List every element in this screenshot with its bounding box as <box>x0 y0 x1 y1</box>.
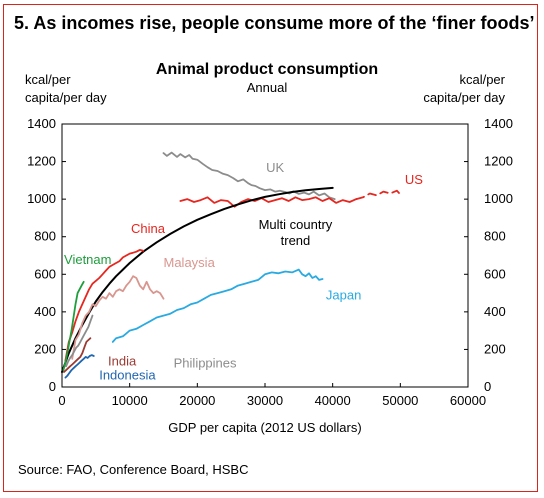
y-tick-label-right: 1000 <box>484 191 513 206</box>
y-axis-left: 0 200 400 600 800 1000 1200 1400 <box>27 116 66 394</box>
series-label-japan: Japan <box>326 288 361 303</box>
y-tick-label-left: 200 <box>34 341 56 356</box>
series-line-japan <box>111 268 324 343</box>
series-label-multi-country-trend: Multi country <box>259 217 333 232</box>
y-tick-label-left: 400 <box>34 304 56 319</box>
x-tick-label: 40000 <box>315 393 351 408</box>
y-tick-label-left: 0 <box>49 379 56 394</box>
x-tick-label: 60000 <box>450 393 486 408</box>
x-tick-label: 20000 <box>179 393 215 408</box>
series-line-indonesia <box>64 354 95 379</box>
series-label-china: China <box>131 221 166 236</box>
y-tick-label-left: 1200 <box>27 154 56 169</box>
y-axis-right: 0 200 400 600 800 1000 1200 1400 <box>464 116 513 394</box>
y-tick-label-left: 800 <box>34 229 56 244</box>
series-label-us: US <box>405 172 423 187</box>
y-axis-label-left-line2: capita/per day <box>25 90 107 105</box>
chart-title: Animal product consumption <box>156 61 378 78</box>
series-layer <box>61 151 402 379</box>
x-axis: 0 10000 20000 30000 40000 50000 60000 <box>58 383 486 408</box>
y-axis-label-left-line1: kcal/per <box>25 72 71 87</box>
series-line-malaysia <box>71 275 165 360</box>
series-label-uk: UK <box>266 160 284 175</box>
y-tick-label-left: 1400 <box>27 116 56 131</box>
chart-subtitle: Annual <box>247 80 288 95</box>
source-note: Source: FAO, Conference Board, HSBC <box>18 462 249 477</box>
series-label-philippines: Philippines <box>174 355 237 370</box>
figure-title: 5. As incomes rise, people consume more … <box>14 13 535 33</box>
y-tick-label-right: 0 <box>484 379 491 394</box>
series-line-india <box>63 337 92 373</box>
y-tick-label-right: 1200 <box>484 154 513 169</box>
series-label-india: India <box>108 353 137 368</box>
series-line-china <box>64 249 145 362</box>
x-axis-label: GDP per capita (2012 US dollars) <box>168 420 361 435</box>
series-label-multi-country-trend: trend <box>281 233 311 248</box>
x-tick-label: 10000 <box>112 393 148 408</box>
series-line-vietnam <box>62 280 85 371</box>
series-line-us-recent <box>355 189 402 200</box>
x-tick-label: 30000 <box>247 393 283 408</box>
x-tick-label: 50000 <box>382 393 418 408</box>
series-label-malaysia: Malaysia <box>164 255 216 270</box>
y-tick-label-right: 400 <box>484 304 506 319</box>
y-axis-label-right-line1: kcal/per <box>459 72 505 87</box>
y-axis-label-right-line2: capita/per day <box>423 90 505 105</box>
y-tick-label-right: 800 <box>484 229 506 244</box>
y-tick-label-left: 1000 <box>27 191 56 206</box>
chart-frame <box>3 4 538 492</box>
y-tick-label-right: 600 <box>484 266 506 281</box>
series-line-us <box>179 196 358 208</box>
y-tick-label-left: 600 <box>34 266 56 281</box>
plot-area <box>61 123 469 388</box>
series-label-indonesia: Indonesia <box>99 367 156 382</box>
x-tick-label: 0 <box>58 393 65 408</box>
series-line-philippines <box>65 314 94 368</box>
series-label-vietnam: Vietnam <box>64 252 111 267</box>
series-line-multi-country-trend <box>61 186 334 373</box>
series-line-uk <box>162 151 336 200</box>
y-tick-label-right: 200 <box>484 341 506 356</box>
y-tick-label-right: 1400 <box>484 116 513 131</box>
